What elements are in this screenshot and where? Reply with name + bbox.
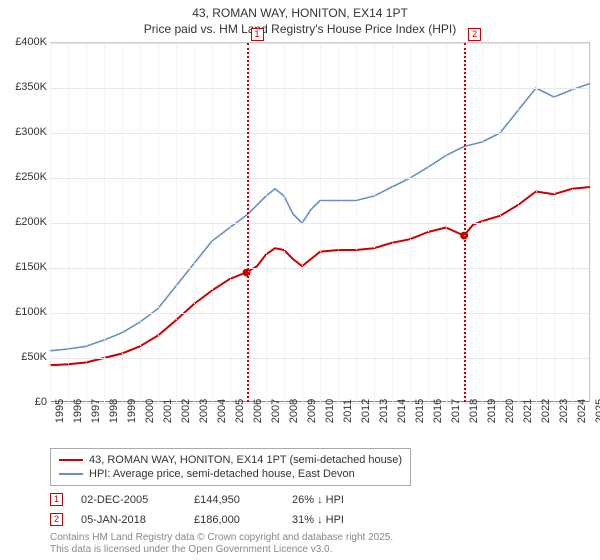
gridline-v xyxy=(392,43,393,402)
gridline-v xyxy=(86,43,87,402)
x-tick-label: 2008 xyxy=(288,399,300,423)
gridline-v xyxy=(428,43,429,402)
gridline-v xyxy=(374,43,375,402)
sale-pct: 26% ↓ HPI xyxy=(292,494,382,506)
x-tick-label: 2022 xyxy=(540,399,552,423)
event-vline xyxy=(464,43,466,402)
attribution: Contains HM Land Registry data © Crown c… xyxy=(50,532,393,556)
gridline-v xyxy=(176,43,177,402)
gridline-v xyxy=(284,43,285,402)
x-tick-label: 2021 xyxy=(522,399,534,423)
gridline-v xyxy=(68,43,69,402)
x-tick-label: 2015 xyxy=(414,399,426,423)
gridline-v xyxy=(482,43,483,402)
attribution-line1: Contains HM Land Registry data © Crown c… xyxy=(50,532,393,544)
legend-label: 43, ROMAN WAY, HONITON, EX14 1PT (semi-d… xyxy=(89,454,402,466)
sale-marker-icon: 1 xyxy=(50,493,63,506)
legend: 43, ROMAN WAY, HONITON, EX14 1PT (semi-d… xyxy=(50,448,411,486)
x-tick-label: 2006 xyxy=(252,399,264,423)
x-tick-label: 2009 xyxy=(306,399,318,423)
gridline-v xyxy=(500,43,501,402)
x-tick-label: 2005 xyxy=(234,399,246,423)
x-tick-label: 2020 xyxy=(504,399,516,423)
x-tick-label: 2024 xyxy=(576,399,588,423)
y-tick-label: £100K xyxy=(15,306,47,318)
x-tick-label: 2014 xyxy=(396,399,408,423)
gridline-v xyxy=(338,43,339,402)
x-tick-label: 1995 xyxy=(54,399,66,423)
y-tick-label: £0 xyxy=(35,396,47,408)
chart-title: 43, ROMAN WAY, HONITON, EX14 1PT Price p… xyxy=(0,0,600,37)
y-tick-label: £150K xyxy=(15,261,47,273)
x-tick-label: 2010 xyxy=(324,399,336,423)
gridline-v xyxy=(518,43,519,402)
x-tick-label: 1999 xyxy=(126,399,138,423)
x-tick-label: 2002 xyxy=(180,399,192,423)
gridline-v xyxy=(266,43,267,402)
gridline-v xyxy=(320,43,321,402)
event-vline xyxy=(247,43,249,402)
gridline-v xyxy=(590,43,591,402)
event-marker-label: 1 xyxy=(251,28,264,41)
x-tick-label: 2025 xyxy=(594,399,600,423)
sale-date: 02-DEC-2005 xyxy=(81,494,176,506)
y-tick-label: £350K xyxy=(15,81,47,93)
gridline-v xyxy=(158,43,159,402)
legend-swatch-hpi xyxy=(59,473,83,475)
gridline-v xyxy=(554,43,555,402)
gridline-v xyxy=(410,43,411,402)
title-line1: 43, ROMAN WAY, HONITON, EX14 1PT xyxy=(0,6,600,22)
x-tick-label: 2000 xyxy=(144,399,156,423)
x-tick-label: 2017 xyxy=(450,399,462,423)
x-tick-label: 1998 xyxy=(108,399,120,423)
gridline-v xyxy=(104,43,105,402)
x-tick-label: 2004 xyxy=(216,399,228,423)
gridline-v xyxy=(122,43,123,402)
gridline-v xyxy=(446,43,447,402)
sale-date: 05-JAN-2018 xyxy=(81,514,176,526)
gridline-v xyxy=(356,43,357,402)
sale-row: 2 05-JAN-2018 £186,000 31% ↓ HPI xyxy=(50,513,382,526)
x-tick-label: 2019 xyxy=(486,399,498,423)
x-tick-label: 2018 xyxy=(468,399,480,423)
x-tick-label: 1997 xyxy=(90,399,102,423)
x-tick-label: 2013 xyxy=(378,399,390,423)
y-tick-label: £50K xyxy=(21,351,47,363)
y-tick-label: £300K xyxy=(15,126,47,138)
x-tick-label: 1996 xyxy=(72,399,84,423)
legend-label: HPI: Average price, semi-detached house,… xyxy=(89,468,355,480)
chart-container: 43, ROMAN WAY, HONITON, EX14 1PT Price p… xyxy=(0,0,600,560)
y-tick-label: £200K xyxy=(15,216,47,228)
x-tick-label: 2011 xyxy=(342,399,354,423)
gridline-v xyxy=(194,43,195,402)
attribution-line2: This data is licensed under the Open Gov… xyxy=(50,544,393,556)
x-tick-label: 2016 xyxy=(432,399,444,423)
x-tick-label: 2001 xyxy=(162,399,174,423)
x-tick-label: 2023 xyxy=(558,399,570,423)
sale-price: £144,950 xyxy=(194,494,274,506)
gridline-v xyxy=(140,43,141,402)
title-line2: Price paid vs. HM Land Registry's House … xyxy=(0,22,600,38)
sale-price: £186,000 xyxy=(194,514,274,526)
sale-row: 1 02-DEC-2005 £144,950 26% ↓ HPI xyxy=(50,493,382,506)
x-tick-label: 2007 xyxy=(270,399,282,423)
gridline-v xyxy=(50,43,51,402)
gridline-v xyxy=(230,43,231,402)
gridline-v xyxy=(572,43,573,402)
legend-swatch-price-paid xyxy=(59,459,83,461)
event-marker-label: 2 xyxy=(468,28,481,41)
gridline-v xyxy=(212,43,213,402)
y-tick-label: £250K xyxy=(15,171,47,183)
gridline-v xyxy=(302,43,303,402)
sale-marker-icon: 2 xyxy=(50,513,63,526)
sale-pct: 31% ↓ HPI xyxy=(292,514,382,526)
x-tick-label: 2012 xyxy=(360,399,372,423)
plot-area xyxy=(50,42,590,402)
gridline-v xyxy=(536,43,537,402)
legend-row: HPI: Average price, semi-detached house,… xyxy=(59,467,402,481)
y-tick-label: £400K xyxy=(15,36,47,48)
legend-row: 43, ROMAN WAY, HONITON, EX14 1PT (semi-d… xyxy=(59,453,402,467)
x-tick-label: 2003 xyxy=(198,399,210,423)
